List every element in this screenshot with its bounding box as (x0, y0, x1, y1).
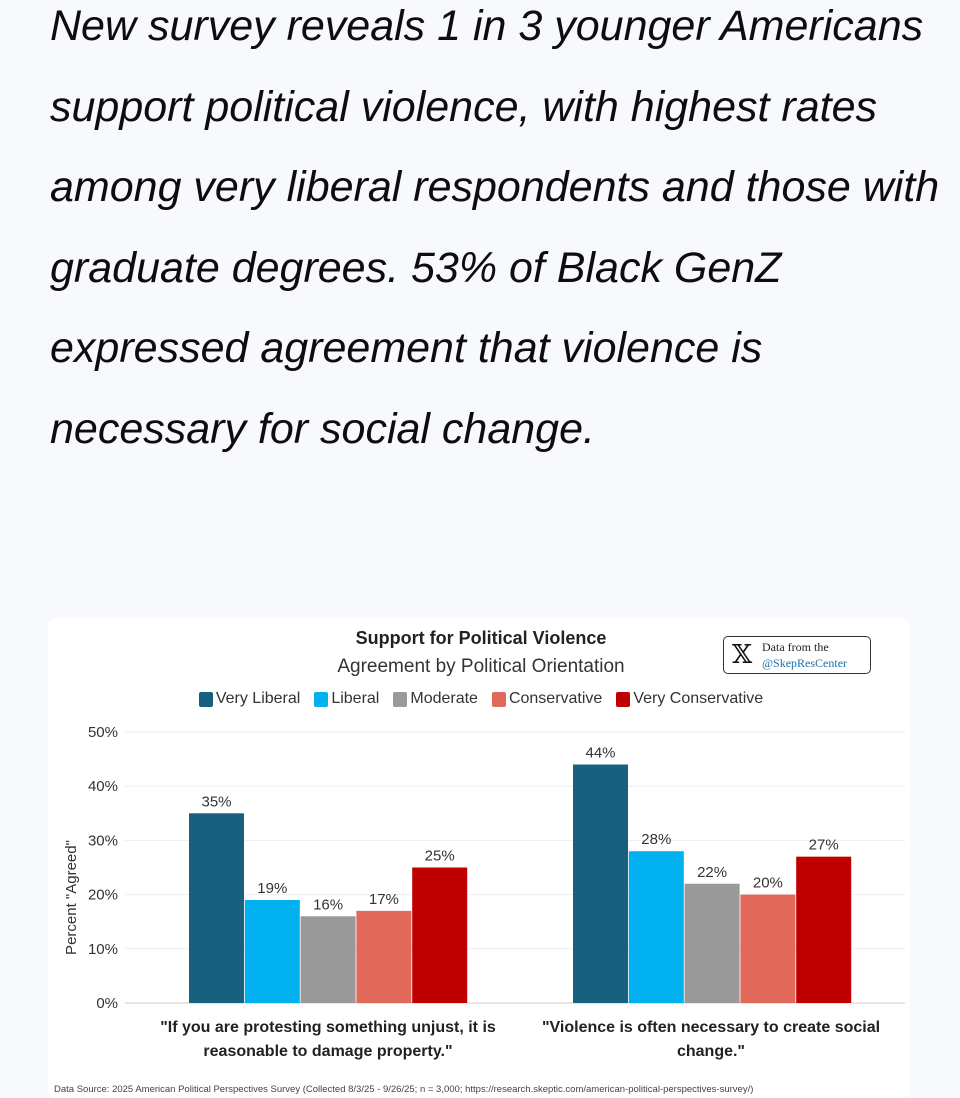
badge-handle[interactable]: @SkepResCenter (762, 656, 848, 670)
data-label: 16% (313, 896, 343, 913)
data-label: 44% (585, 745, 615, 762)
data-source-note: Data Source: 2025 American Political Per… (54, 1084, 754, 1095)
x-category-label: "If you are protesting something unjust,… (160, 1019, 496, 1060)
legend-item: Very Liberal (198, 690, 301, 708)
legend-label: Liberal (331, 690, 380, 707)
legend-swatch (491, 691, 506, 707)
bar (356, 910, 412, 1003)
y-tick-label: 50% (88, 724, 118, 741)
data-label: 27% (809, 837, 839, 854)
legend-label: Very Liberal (215, 690, 301, 707)
bar (300, 916, 356, 1003)
x-category-label: "Violence is often necessary to create s… (541, 1019, 881, 1060)
badge-line1: Data from the (762, 640, 829, 654)
legend-item: Liberal (314, 690, 379, 708)
legend-item: Very Conservative (616, 690, 763, 708)
bar (573, 764, 628, 1003)
legend-swatch (393, 691, 408, 707)
data-label: 20% (753, 875, 783, 892)
legend-swatch (198, 691, 213, 707)
legend-item: Conservative (491, 690, 603, 708)
bar (796, 856, 852, 1003)
data-label: 25% (425, 848, 455, 865)
data-label: 28% (641, 831, 671, 848)
data-label: 22% (697, 864, 727, 881)
bar (189, 813, 244, 1003)
legend-swatch (314, 691, 329, 707)
y-tick-label: 0% (96, 995, 118, 1012)
bar (684, 883, 740, 1003)
data-label: 17% (369, 891, 399, 908)
legend-label: Very Conservative (633, 690, 764, 707)
legend: Very Liberal Liberal Moderate Conservative V… (48, 690, 914, 708)
chart-subtitle: Agreement by Political Orientation (337, 656, 625, 677)
headline: New survey reveals 1 in 3 younger Americ… (50, 2, 940, 453)
y-axis-label: Percent "Agreed" (63, 840, 80, 955)
legend-label: Conservative (508, 690, 603, 707)
bar (412, 867, 468, 1003)
chart-title: Support for Political Violence (355, 628, 607, 648)
chart-card: 0% 10% 20% 30% 40% 50% Percent "Agreed" 35% 44% 1… (48, 618, 910, 1098)
source-badge[interactable]: 𝕏 Data from the @SkepResCenter (723, 636, 871, 674)
legend-item: Moderate (393, 690, 478, 708)
y-tick-label: 20% (88, 887, 118, 904)
y-tick-label: 40% (88, 778, 118, 795)
bar (740, 894, 796, 1003)
data-label: 19% (257, 880, 287, 897)
y-tick-label: 30% (88, 832, 118, 849)
bar (244, 900, 300, 1003)
bar-chart: 0% 10% 20% 30% 40% 50% Percent "Agreed" 35% 44% 1… (63, 724, 905, 1012)
legend-label: Moderate (410, 690, 478, 707)
data-label: 35% (201, 793, 231, 810)
legend-swatch (616, 691, 631, 707)
y-tick-label: 10% (88, 941, 118, 958)
x-logo-icon: 𝕏 (732, 640, 753, 670)
bar (628, 851, 684, 1003)
